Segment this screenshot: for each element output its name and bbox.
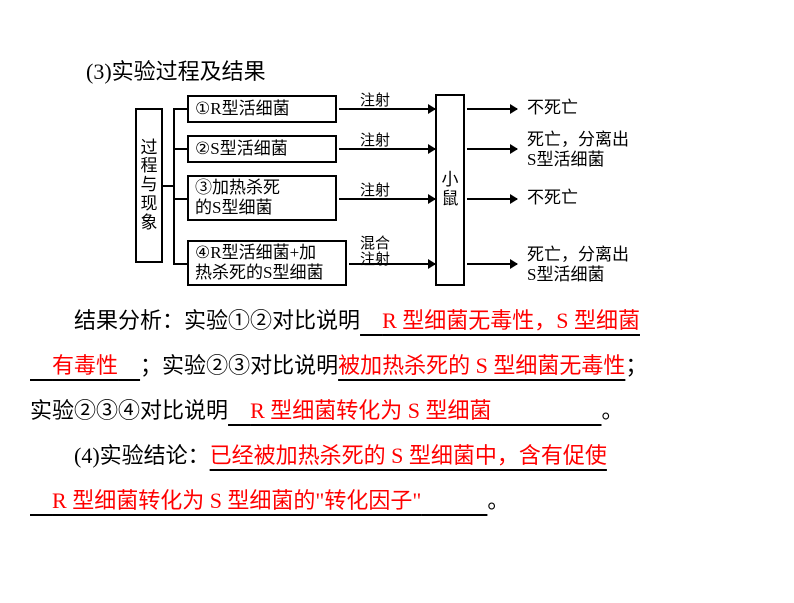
outcome-1: 不死亡 (527, 98, 578, 118)
period-2: 。 (487, 488, 509, 513)
ans-234: R 型细菌转化为 S 型细菌 (250, 398, 491, 423)
input-box-4: ④R型活细菌+加 热杀死的S型细菌 (187, 240, 347, 286)
outcome-arrow-4 (467, 263, 517, 265)
analysis-text: 结果分析：实验①②对比说明 R 型细菌无毒性，S 型细菌 有毒性 ；实验②③对比… (30, 298, 764, 523)
left-to-box-2 (173, 148, 187, 150)
conclusion-b: R 型细菌转化为 S 型细菌的"转化因子" (52, 488, 421, 513)
input-box-3-label: ③加热杀死 的S型细菌 (195, 178, 280, 217)
left-vertical-label-text: 过程与现象 (140, 139, 158, 232)
contrast-2: 对比说明 (250, 353, 338, 378)
blank-1: R 型细菌无毒性，S 型细菌 (360, 308, 640, 333)
pair12: ①② (228, 308, 272, 333)
blank-4a: 已经被加热杀死的 S 型细菌中，含有促使 (210, 443, 607, 468)
arrow-3-label: 注射 (360, 179, 390, 200)
blank-1b: 有毒性 (30, 353, 140, 378)
blank-4b: R 型细菌转化为 S 型细菌的"转化因子" (30, 488, 487, 513)
ans-23: 被加热杀死的 S 型细菌无毒性 (338, 353, 625, 378)
target-box: 小鼠 (435, 94, 465, 286)
left-branch-1 (163, 185, 173, 187)
pair234: ②③④ (74, 398, 140, 423)
outcome-3: 不死亡 (527, 188, 578, 208)
pair23: ②③ (206, 353, 250, 378)
experiment-flowchart: 过程与现象 .short-line::after{display:none;} … (135, 90, 695, 290)
left-to-box-4 (173, 263, 187, 265)
outcome-2: 死亡，分离出 S型活细菌 (527, 130, 629, 171)
semi-1: ；实验 (140, 353, 206, 378)
section-heading: (3)实验过程及结果 (86, 54, 266, 86)
input-box-1-label: ①R型活细菌 (195, 99, 290, 119)
input-box-1: ①R型活细菌 (187, 95, 337, 123)
contrast-1: 对比说明 (272, 308, 360, 333)
line3-prefix: 实验 (30, 398, 74, 423)
ans-12: R 型细菌无毒性，S 型细菌 (382, 308, 640, 333)
conclusion-a: 已经被加热杀死的 S 型细菌中，含有促使 (210, 443, 607, 468)
outcome-arrow-3 (467, 198, 517, 200)
target-box-label: 小鼠 (440, 171, 460, 208)
input-box-3: ③加热杀死 的S型细菌 (187, 175, 337, 221)
contrast-3: 对比说明 (140, 398, 228, 423)
conclusion-heading: (4)实验结论： (74, 443, 210, 468)
outcome-arrow-2 (467, 148, 517, 150)
arrow-1-label: 注射 (360, 89, 390, 110)
blank-2: 被加热杀死的 S 型细菌无毒性 (338, 353, 625, 378)
left-vertical-label: 过程与现象 (135, 108, 163, 263)
ans-12-cont: 有毒性 (52, 353, 118, 378)
period-1: 。 (602, 398, 624, 423)
input-box-4-label: ④R型活细菌+加 热杀死的S型细菌 (195, 243, 323, 282)
arrow-4-label: 混合 注射 (360, 237, 390, 269)
arrow-2-label: 注射 (360, 129, 390, 150)
outcome-arrow-1 (467, 108, 517, 110)
input-box-2-label: ②S型活细菌 (195, 139, 288, 159)
outcome-4: 死亡，分离出 S型活细菌 (527, 245, 629, 286)
left-to-box-1 (173, 108, 187, 110)
left-connector-trunk (173, 108, 175, 265)
analysis-intro: 结果分析：实验 (74, 308, 228, 333)
input-box-2: ②S型活细菌 (187, 135, 337, 163)
blank-3: R 型细菌转化为 S 型细菌 (228, 398, 601, 423)
left-to-box-3 (173, 198, 187, 200)
